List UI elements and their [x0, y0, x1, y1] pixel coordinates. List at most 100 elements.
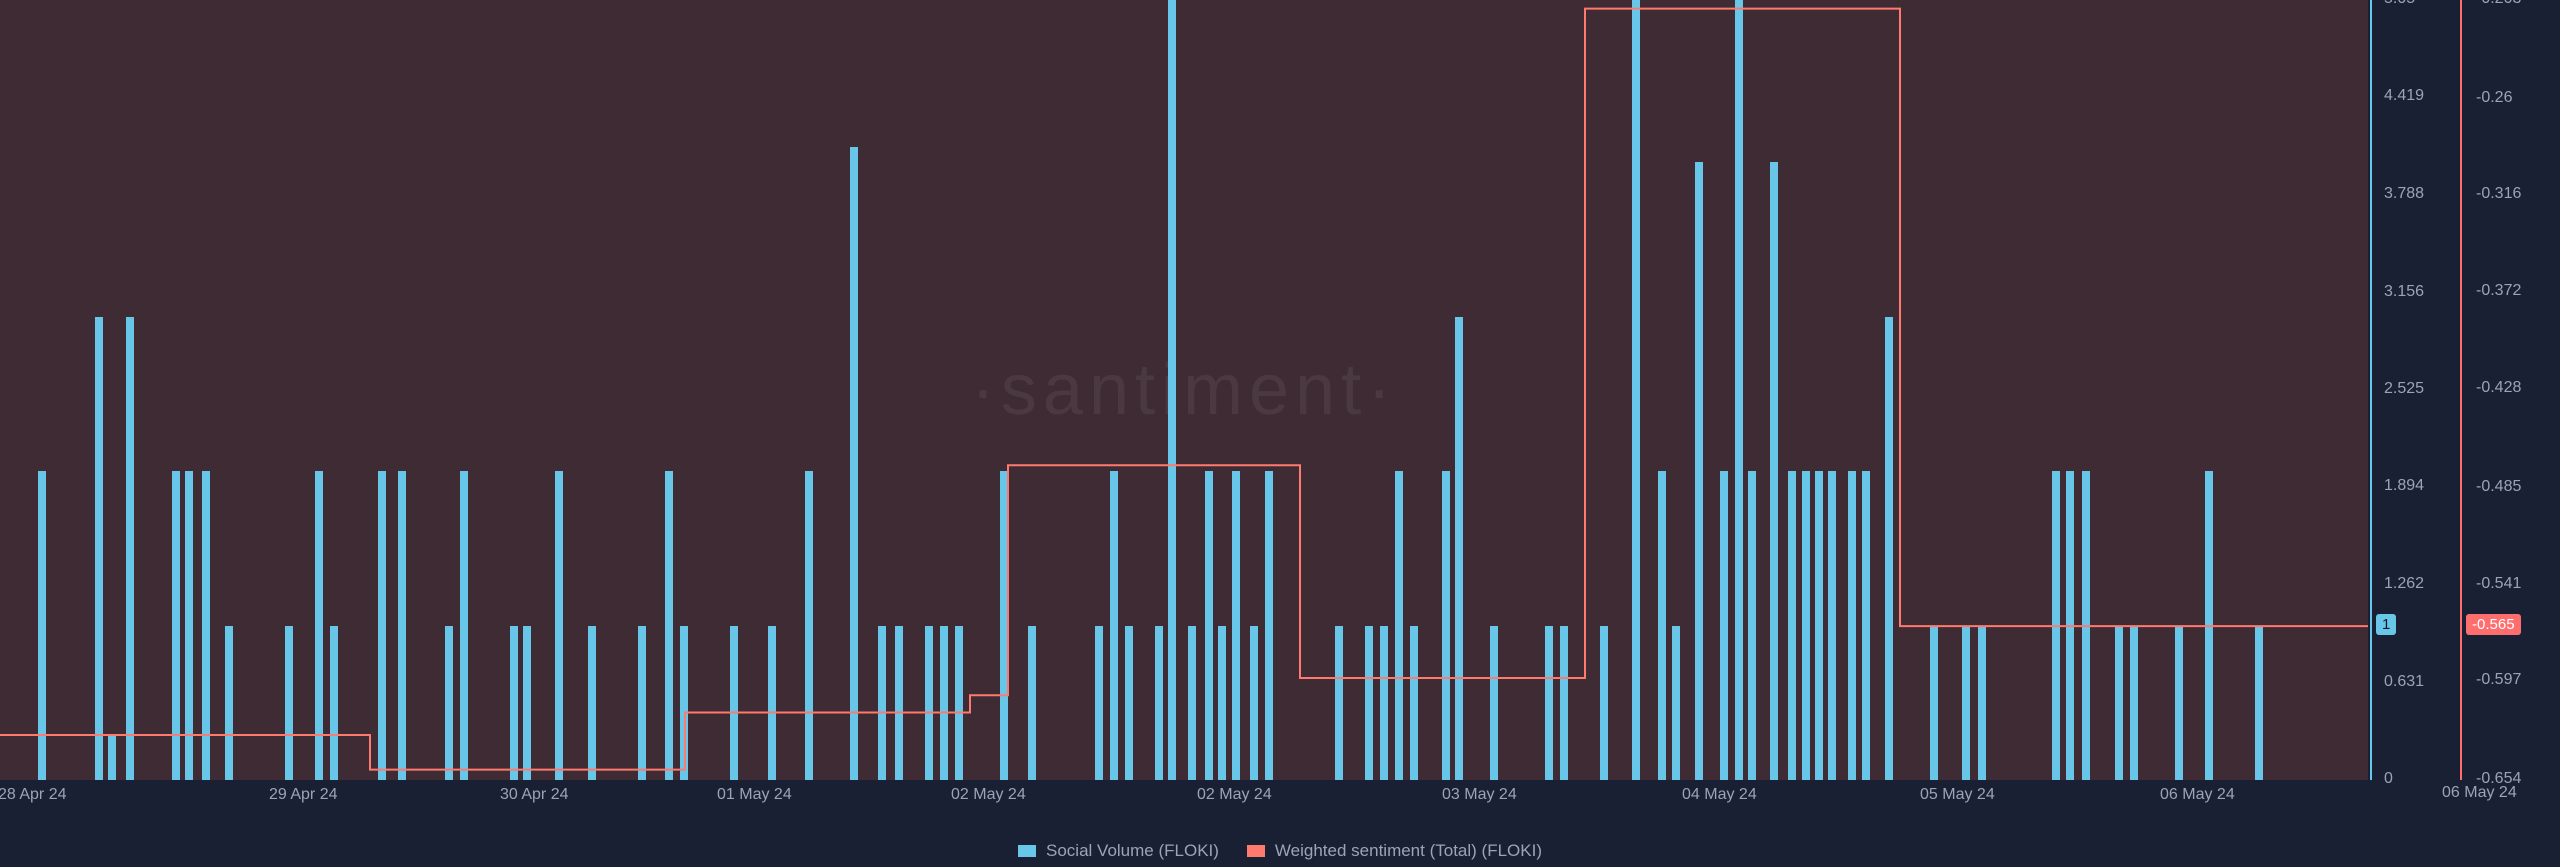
bar[interactable] [1125, 626, 1133, 780]
bar[interactable] [588, 626, 596, 780]
bar[interactable] [172, 471, 180, 780]
bar[interactable] [330, 626, 338, 780]
bar[interactable] [523, 626, 531, 780]
legend-label: Weighted sentiment (Total) (FLOKI) [1275, 841, 1542, 861]
bar[interactable] [1695, 162, 1703, 780]
bar[interactable] [555, 471, 563, 780]
bar[interactable] [398, 471, 406, 780]
bar[interactable] [1395, 471, 1403, 780]
bar[interactable] [1265, 471, 1273, 780]
bar[interactable] [1380, 626, 1388, 780]
bar[interactable] [1600, 626, 1608, 780]
bar[interactable] [1930, 626, 1938, 780]
bar[interactable] [1770, 162, 1778, 780]
bar[interactable] [1560, 626, 1568, 780]
bar[interactable] [638, 626, 646, 780]
bar[interactable] [1658, 471, 1666, 780]
legend-item[interactable]: Weighted sentiment (Total) (FLOKI) [1247, 841, 1542, 861]
bar[interactable] [1545, 626, 1553, 780]
bar[interactable] [2082, 471, 2090, 780]
bar[interactable] [2052, 471, 2060, 780]
x-tick: 03 May 24 [1442, 786, 1517, 804]
y-axis-divider-left [2370, 0, 2372, 780]
bar[interactable] [2066, 471, 2074, 780]
bar[interactable] [1442, 471, 1450, 780]
bar[interactable] [1232, 471, 1240, 780]
y-tick-right: -0.597 [2476, 671, 2521, 689]
bar[interactable] [510, 626, 518, 780]
bar[interactable] [108, 734, 116, 780]
y-tick-left: 3.788 [2384, 185, 2424, 203]
y-tick-left: 0 [2384, 770, 2393, 788]
bar[interactable] [805, 471, 813, 780]
plot-area[interactable]: ·santiment· 28 Apr 2429 Apr 2430 Apr 240… [0, 0, 2368, 780]
bar[interactable] [1632, 0, 1640, 780]
bar[interactable] [1410, 626, 1418, 780]
bar[interactable] [850, 147, 858, 780]
bar[interactable] [768, 626, 776, 780]
bar[interactable] [126, 317, 134, 780]
bar[interactable] [2255, 626, 2263, 780]
bar[interactable] [1720, 471, 1728, 780]
bar[interactable] [1335, 626, 1343, 780]
legend-item[interactable]: Social Volume (FLOKI) [1018, 841, 1219, 861]
bar[interactable] [1672, 626, 1680, 780]
x-tick: 02 May 24 [1197, 786, 1272, 804]
bar[interactable] [1735, 0, 1743, 780]
x-tick: 04 May 24 [1682, 786, 1757, 804]
bar[interactable] [895, 626, 903, 780]
bar[interactable] [225, 626, 233, 780]
bar[interactable] [38, 471, 46, 780]
bar[interactable] [1862, 471, 1870, 780]
y-tick-right: -0.541 [2476, 575, 2521, 593]
bar[interactable] [1168, 0, 1176, 780]
bar[interactable] [1000, 471, 1008, 780]
bar[interactable] [730, 626, 738, 780]
bar[interactable] [2115, 626, 2123, 780]
bar[interactable] [680, 626, 688, 780]
bar[interactable] [1365, 626, 1373, 780]
legend-swatch [1247, 845, 1265, 857]
bar[interactable] [1802, 471, 1810, 780]
y-tick-right: -0.372 [2476, 282, 2521, 300]
bar[interactable] [1028, 626, 1036, 780]
bar[interactable] [1828, 471, 1836, 780]
y-tick-left: 5.05 [2384, 0, 2415, 8]
bar[interactable] [1788, 471, 1796, 780]
bar[interactable] [1748, 471, 1756, 780]
bar[interactable] [315, 471, 323, 780]
bar[interactable] [1978, 626, 1986, 780]
bar[interactable] [940, 626, 948, 780]
bar[interactable] [1815, 471, 1823, 780]
bar[interactable] [1205, 471, 1213, 780]
y-tick-right: -0.203 [2476, 0, 2521, 8]
bar[interactable] [1490, 626, 1498, 780]
bar[interactable] [2205, 471, 2213, 780]
bar[interactable] [1250, 626, 1258, 780]
bar[interactable] [1188, 626, 1196, 780]
bar[interactable] [202, 471, 210, 780]
bar[interactable] [445, 626, 453, 780]
bar[interactable] [1155, 626, 1163, 780]
y-tick-right: -0.316 [2476, 185, 2521, 203]
bar[interactable] [2130, 626, 2138, 780]
y-tick-right: -0.485 [2476, 478, 2521, 496]
bar[interactable] [378, 471, 386, 780]
bar[interactable] [1218, 626, 1226, 780]
bar[interactable] [1848, 471, 1856, 780]
bar[interactable] [185, 471, 193, 780]
bar[interactable] [925, 626, 933, 780]
x-tick: 30 Apr 24 [500, 786, 569, 804]
bar[interactable] [665, 471, 673, 780]
bar[interactable] [1962, 626, 1970, 780]
bar[interactable] [955, 626, 963, 780]
bar[interactable] [878, 626, 886, 780]
bar[interactable] [1455, 317, 1463, 780]
bar[interactable] [2175, 626, 2183, 780]
bar[interactable] [1885, 317, 1893, 780]
bar[interactable] [460, 471, 468, 780]
bar[interactable] [1110, 471, 1118, 780]
bar[interactable] [285, 626, 293, 780]
bar[interactable] [1095, 626, 1103, 780]
bar[interactable] [95, 317, 103, 780]
